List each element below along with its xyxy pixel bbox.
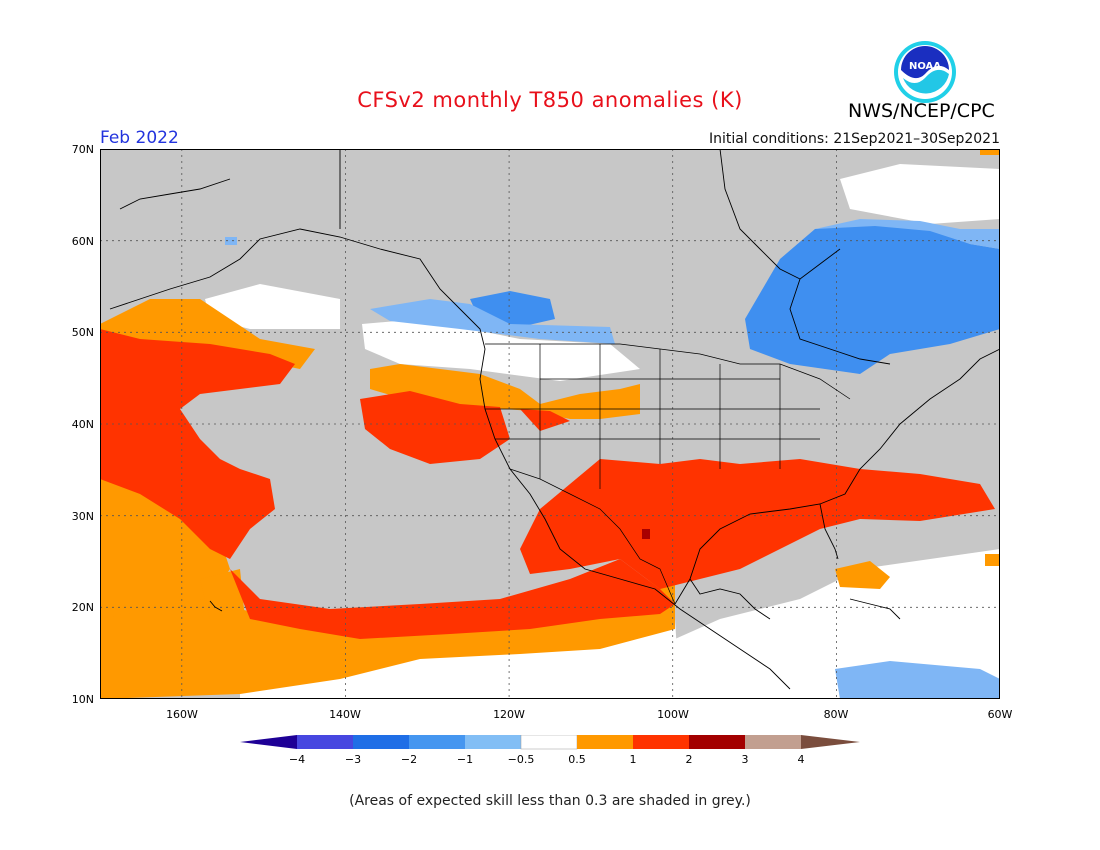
valid-month: Feb 2022 — [100, 128, 179, 148]
negative-anomalies — [225, 219, 1000, 699]
colorbar-segment — [353, 735, 409, 749]
colorbar-segment — [745, 735, 801, 749]
anomaly-map — [100, 149, 1000, 699]
colorbar-segment — [409, 735, 465, 749]
lon-label-60w: 60W — [987, 708, 1013, 721]
colorbar-label: 4 — [797, 753, 805, 766]
colorbar-arrow-left — [240, 735, 297, 749]
lon-label-160w: 160W — [166, 708, 198, 721]
logo-text: NOAA — [909, 61, 941, 72]
lat-label-30n: 30N — [71, 510, 94, 523]
political-borders — [485, 343, 851, 605]
lon-label-80w: 80W — [823, 708, 849, 721]
initial-conditions: Initial conditions: 21Sep2021–30Sep2021 — [708, 131, 1000, 147]
lon-label-120w: 120W — [493, 708, 525, 721]
skill-note: (Areas of expected skill less than 0.3 a… — [349, 793, 751, 809]
lat-label-60n: 60N — [71, 235, 94, 248]
colorbar-label: −2 — [400, 753, 418, 766]
colorbar — [240, 735, 860, 750]
coastlines — [109, 149, 1000, 690]
lat-label-70n: 70N — [71, 143, 94, 156]
colorbar-label: −0.5 — [507, 753, 535, 766]
lat-label-50n: 50N — [71, 326, 94, 339]
colorbar-label: −4 — [288, 753, 306, 766]
colorbar-label: 0.5 — [568, 753, 586, 766]
graticule — [100, 149, 1000, 699]
noaa-logo: NOAA — [894, 41, 956, 103]
colorbar-segment — [577, 735, 633, 749]
colorbar-label: 3 — [741, 753, 749, 766]
lat-label-20n: 20N — [71, 601, 94, 614]
colorbar-segment — [689, 735, 745, 749]
lat-label-10n: 10N — [71, 693, 94, 706]
lon-label-140w: 140W — [329, 708, 361, 721]
colorbar-segment — [520, 735, 578, 750]
colorbar-label: 2 — [685, 753, 693, 766]
dark-red-spot — [642, 529, 650, 539]
colorbar-segment — [465, 735, 521, 749]
chart-title: CFSv2 monthly T850 anomalies (K) — [357, 88, 743, 112]
colorbar-label: −3 — [344, 753, 362, 766]
lon-label-100w: 100W — [657, 708, 689, 721]
agency-label: NWS/NCEP/CPC — [848, 100, 995, 122]
lat-label-40n: 40N — [71, 418, 94, 431]
colorbar-arrow-right — [801, 735, 860, 749]
colorbar-label: −1 — [456, 753, 474, 766]
colorbar-segment — [297, 735, 353, 749]
colorbar-label: 1 — [629, 753, 637, 766]
colorbar-segment — [633, 735, 689, 749]
